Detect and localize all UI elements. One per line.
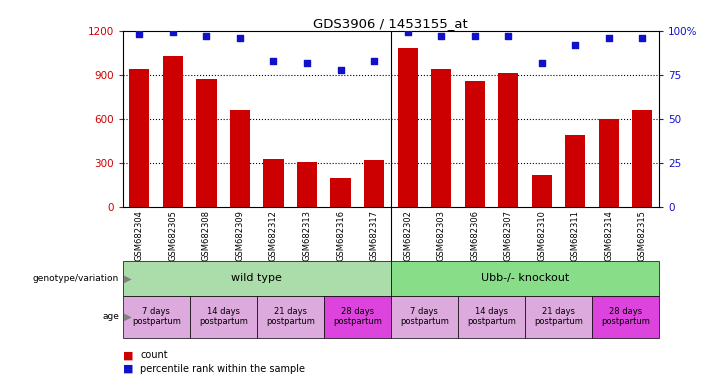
Text: ■: ■ xyxy=(123,350,133,360)
Bar xyxy=(130,69,149,207)
Bar xyxy=(391,296,458,338)
Bar xyxy=(592,296,659,338)
Bar xyxy=(190,296,257,338)
Text: 14 days
postpartum: 14 days postpartum xyxy=(467,307,516,326)
Bar xyxy=(196,79,217,207)
Text: Ubb-/- knockout: Ubb-/- knockout xyxy=(481,273,569,283)
Bar xyxy=(565,135,585,207)
Bar xyxy=(531,175,552,207)
Point xyxy=(469,33,480,39)
Text: GSM682315: GSM682315 xyxy=(638,210,647,261)
Text: GSM682311: GSM682311 xyxy=(571,210,580,261)
Bar xyxy=(123,261,391,296)
Point xyxy=(234,35,245,41)
Point xyxy=(335,66,346,73)
Text: 28 days
postpartum: 28 days postpartum xyxy=(601,307,650,326)
Text: GSM682313: GSM682313 xyxy=(303,210,311,261)
Bar xyxy=(330,178,350,207)
Bar xyxy=(431,69,451,207)
Point xyxy=(201,33,212,39)
Point xyxy=(637,35,648,41)
Title: GDS3906 / 1453155_at: GDS3906 / 1453155_at xyxy=(313,17,468,30)
Text: wild type: wild type xyxy=(231,273,283,283)
Bar xyxy=(297,162,317,207)
Bar xyxy=(364,160,384,207)
Text: GSM682306: GSM682306 xyxy=(470,210,479,261)
Bar xyxy=(632,110,652,207)
Text: ■: ■ xyxy=(123,364,133,374)
Text: count: count xyxy=(140,350,168,360)
Text: 14 days
postpartum: 14 days postpartum xyxy=(199,307,247,326)
Bar xyxy=(458,296,525,338)
Bar xyxy=(264,159,283,207)
Point xyxy=(369,58,380,64)
Text: 21 days
postpartum: 21 days postpartum xyxy=(534,307,583,326)
Point xyxy=(301,60,313,66)
Text: percentile rank within the sample: percentile rank within the sample xyxy=(140,364,305,374)
Point xyxy=(603,35,614,41)
Point xyxy=(435,33,447,39)
Text: 28 days
postpartum: 28 days postpartum xyxy=(333,307,382,326)
Text: 7 days
postpartum: 7 days postpartum xyxy=(400,307,449,326)
Text: ▶: ▶ xyxy=(121,273,132,283)
Text: genotype/variation: genotype/variation xyxy=(33,274,119,283)
Point xyxy=(134,31,145,37)
Bar xyxy=(324,296,391,338)
Text: GSM682309: GSM682309 xyxy=(236,210,245,261)
Point xyxy=(402,30,413,36)
Text: GSM682314: GSM682314 xyxy=(604,210,613,261)
Text: GSM682305: GSM682305 xyxy=(168,210,177,261)
Text: ▶: ▶ xyxy=(121,312,132,322)
Point xyxy=(268,58,279,64)
Point xyxy=(168,30,179,36)
Bar xyxy=(123,296,190,338)
Bar xyxy=(599,119,619,207)
Bar xyxy=(465,81,484,207)
Bar xyxy=(257,296,324,338)
Text: GSM682316: GSM682316 xyxy=(336,210,345,261)
Bar xyxy=(397,48,418,207)
Bar xyxy=(391,261,659,296)
Point xyxy=(569,42,580,48)
Text: GSM682317: GSM682317 xyxy=(369,210,379,261)
Text: 7 days
postpartum: 7 days postpartum xyxy=(132,307,181,326)
Text: GSM682310: GSM682310 xyxy=(537,210,546,261)
Text: GSM682304: GSM682304 xyxy=(135,210,144,261)
Text: age: age xyxy=(102,312,119,321)
Point xyxy=(503,33,514,39)
Point xyxy=(536,60,547,66)
Text: GSM682312: GSM682312 xyxy=(269,210,278,261)
Text: GSM682308: GSM682308 xyxy=(202,210,211,261)
Bar xyxy=(163,56,183,207)
Text: GSM682302: GSM682302 xyxy=(403,210,412,261)
Text: 21 days
postpartum: 21 days postpartum xyxy=(266,307,315,326)
Text: GSM682307: GSM682307 xyxy=(503,210,512,261)
Bar xyxy=(525,296,592,338)
Bar xyxy=(498,73,518,207)
Text: GSM682303: GSM682303 xyxy=(437,210,446,261)
Bar xyxy=(230,110,250,207)
